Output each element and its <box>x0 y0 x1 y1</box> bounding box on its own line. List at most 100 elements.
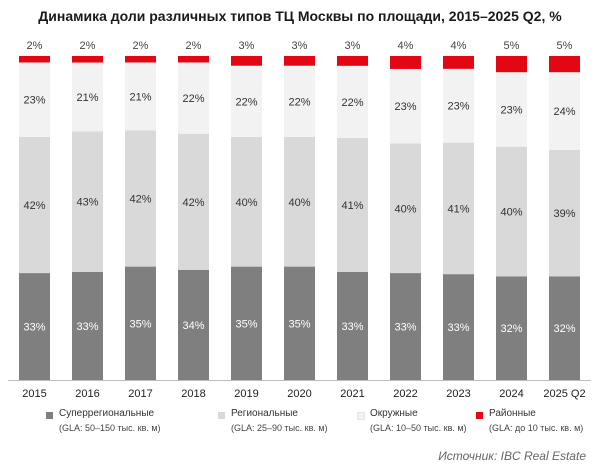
bar-3-4 <box>231 56 262 66</box>
legend-swatch-superregional <box>46 412 53 419</box>
data-label-3-8: 4% <box>451 40 467 52</box>
x-tick-label-8: 2023 <box>446 388 470 400</box>
stacked-bar-chart: 33% 42% 23% 2% 2015 33% 43% 21% 2% 2016 35% 42% 21% 2… <box>8 40 591 400</box>
bar-3-6 <box>337 56 368 66</box>
bar-1-8 <box>443 142 474 275</box>
data-label-2-9: 23% <box>500 104 522 116</box>
bar-0-10 <box>549 276 580 380</box>
bar-3-5 <box>284 56 315 66</box>
bar-0-7 <box>390 273 421 380</box>
bar-0-6 <box>337 272 368 380</box>
x-tick-label-3: 2018 <box>181 388 205 400</box>
data-label-0-9: 32% <box>500 323 522 335</box>
data-label-3-5: 3% <box>292 40 308 52</box>
x-tick-label-7: 2022 <box>393 388 417 400</box>
data-label-3-2: 2% <box>133 40 149 52</box>
data-label-1-10: 39% <box>553 208 575 220</box>
x-tick-label-2: 2017 <box>128 388 152 400</box>
legend-swatch-neighborhood <box>476 412 483 419</box>
x-tick-label-6: 2021 <box>340 388 364 400</box>
bar-2-3 <box>178 62 209 134</box>
data-label-3-3: 2% <box>186 40 202 52</box>
chart-title: Динамика доли различных типов ТЦ Москвы … <box>38 8 562 24</box>
bar-2-4 <box>231 65 262 137</box>
legend-note-regional: (GLA: 25–90 тыс. кв. м) <box>231 423 328 433</box>
legend-note-superregional: (GLA: 50–150 тыс. кв. м) <box>59 423 161 433</box>
bar-2-1 <box>72 62 103 132</box>
data-label-2-3: 22% <box>182 93 204 105</box>
bar-1-6 <box>337 137 368 272</box>
bar-0-8 <box>443 274 474 380</box>
bar-2-8 <box>443 68 474 143</box>
data-label-3-9: 5% <box>504 40 520 52</box>
bar-2-2 <box>125 62 156 131</box>
legend-label-regional: Региональные <box>231 408 298 419</box>
x-tick-label-9: 2024 <box>499 388 523 400</box>
data-label-3-4: 3% <box>239 40 255 52</box>
bar-2-5 <box>284 65 315 137</box>
data-label-2-5: 22% <box>288 96 310 108</box>
data-label-2-2: 21% <box>129 92 151 104</box>
data-label-2-10: 24% <box>553 106 575 118</box>
data-label-1-7: 40% <box>394 203 416 215</box>
bar-1-1 <box>72 131 103 272</box>
legend-swatch-district <box>357 412 365 420</box>
data-label-3-10: 5% <box>557 40 573 52</box>
bar-3-10 <box>549 56 580 73</box>
legend-label-superregional: Суперрегиональные <box>59 408 155 419</box>
data-label-1-5: 40% <box>288 197 310 209</box>
bar-1-7 <box>390 143 421 274</box>
bar-3-7 <box>390 56 421 69</box>
bar-3-2 <box>125 56 156 63</box>
bar-1-3 <box>178 133 209 270</box>
legend-swatch-regional <box>218 412 225 419</box>
bar-2-9 <box>496 72 527 147</box>
bar-2-6 <box>337 65 368 138</box>
legend-note-neighborhood: (GLA: до 10 тыс. кв. м) <box>489 423 584 433</box>
data-label-1-9: 40% <box>500 207 522 219</box>
data-label-2-6: 22% <box>341 97 363 109</box>
bar-3-1 <box>72 56 103 63</box>
data-label-1-0: 42% <box>23 200 45 212</box>
data-label-3-0: 2% <box>27 40 43 52</box>
bar-0-0 <box>19 273 50 380</box>
x-tick-label-5: 2020 <box>287 388 311 400</box>
source-note: Источник: IBC Real Estate <box>438 449 586 463</box>
data-label-0-6: 33% <box>341 321 363 333</box>
x-tick-label-10: 2025 Q2 <box>543 388 585 400</box>
bar-0-4 <box>231 266 262 380</box>
bar-1-5 <box>284 137 315 267</box>
legend: Суперрегиональные (GLA: 50–150 тыс. кв. … <box>0 408 600 442</box>
data-label-2-8: 23% <box>447 101 469 113</box>
data-label-0-1: 33% <box>76 321 98 333</box>
data-label-2-0: 23% <box>23 95 45 107</box>
bar-0-5 <box>284 266 315 380</box>
bar-2-10 <box>549 72 580 150</box>
data-label-2-7: 23% <box>394 101 416 113</box>
bar-0-2 <box>125 266 156 380</box>
bar-2-0 <box>19 62 50 138</box>
data-label-0-0: 33% <box>23 322 45 334</box>
bar-1-4 <box>231 137 262 267</box>
data-label-3-7: 4% <box>398 40 414 52</box>
bar-0-9 <box>496 276 527 380</box>
bar-1-2 <box>125 130 156 267</box>
bar-3-0 <box>19 56 50 63</box>
bar-0-1 <box>72 272 103 380</box>
legend-label-neighborhood: Районные <box>489 408 536 419</box>
bar-2-7 <box>390 68 421 144</box>
data-label-1-2: 42% <box>129 194 151 206</box>
data-label-0-5: 35% <box>288 318 310 330</box>
legend-note-district: (GLA: 10–50 тыс. кв. м) <box>370 423 467 433</box>
data-label-0-10: 32% <box>553 323 575 335</box>
data-label-1-8: 41% <box>447 203 469 215</box>
data-label-1-6: 41% <box>341 200 363 212</box>
legend-label-district: Окружные <box>370 408 418 419</box>
data-label-0-7: 33% <box>394 322 416 334</box>
bar-0-3 <box>178 269 209 380</box>
data-label-2-1: 21% <box>76 92 98 104</box>
data-label-1-4: 40% <box>235 197 257 209</box>
data-label-3-6: 3% <box>345 40 361 52</box>
data-label-0-4: 35% <box>235 318 257 330</box>
bar-3-9 <box>496 56 527 73</box>
